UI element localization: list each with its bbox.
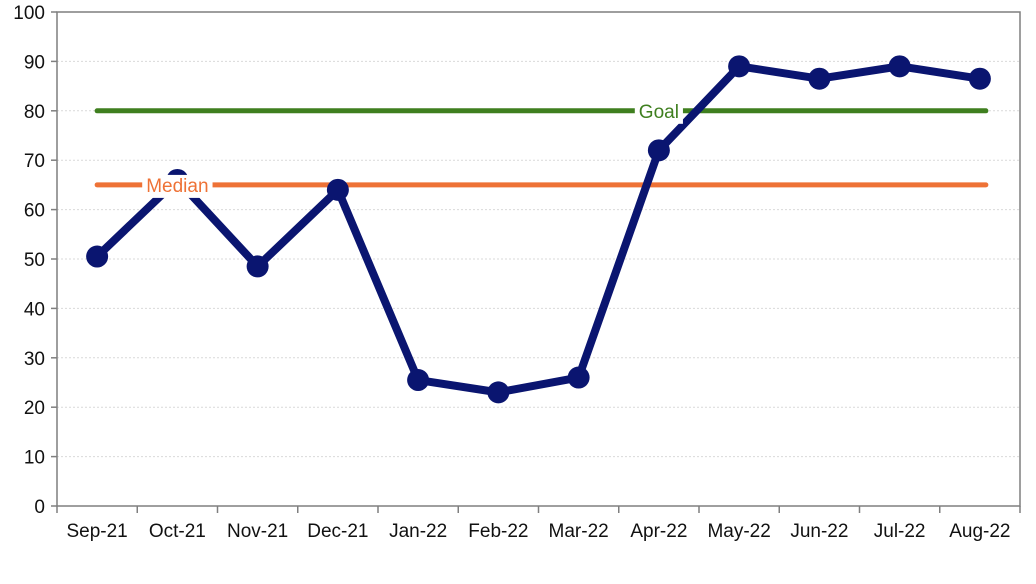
y-tick-label: 60 bbox=[24, 201, 45, 222]
y-tick-label: 40 bbox=[24, 299, 45, 320]
x-tick-label: Dec-21 bbox=[307, 521, 368, 542]
data-point bbox=[487, 381, 510, 404]
x-tick-label: Sep-21 bbox=[66, 521, 127, 542]
x-tick-label: Aug-22 bbox=[949, 521, 1010, 542]
x-tick-label: Jul-22 bbox=[874, 521, 926, 542]
data-point bbox=[808, 67, 831, 90]
data-point bbox=[567, 366, 590, 389]
y-tick-label: 80 bbox=[24, 102, 45, 123]
median-label: Median bbox=[146, 176, 208, 197]
data-point bbox=[647, 139, 670, 162]
x-axis-ticks: Sep-21 Oct-21 Nov-21 Dec-21 Jan-22 Feb-22 Mar-… bbox=[56, 506, 1021, 542]
reference-lines bbox=[94, 108, 989, 188]
goal-label-background bbox=[634, 100, 683, 124]
y-axis-ticks: 0 10 20 30 40 50 60 70 80 90 100 bbox=[13, 3, 57, 518]
median-label-background bbox=[142, 174, 213, 198]
data-point bbox=[407, 369, 430, 392]
x-tick-label: Oct-21 bbox=[149, 521, 206, 542]
x-tick-label: Feb-22 bbox=[468, 521, 528, 542]
y-tick-label: 50 bbox=[24, 250, 45, 271]
x-tick-label: Jan-22 bbox=[389, 521, 447, 542]
data-point bbox=[326, 178, 349, 201]
y-tick-label: 70 bbox=[24, 151, 45, 172]
y-tick-label: 0 bbox=[34, 497, 45, 518]
y-tick-label: 20 bbox=[24, 398, 45, 419]
x-tick-label: May-22 bbox=[707, 521, 770, 542]
y-tick-label: 90 bbox=[24, 52, 45, 73]
x-tick-label: Apr-22 bbox=[630, 521, 687, 542]
data-point bbox=[888, 55, 911, 78]
series-line bbox=[93, 62, 984, 397]
x-tick-label: Mar-22 bbox=[549, 521, 609, 542]
y-tick-label: 10 bbox=[24, 448, 45, 469]
y-tick-label: 100 bbox=[13, 3, 45, 24]
data-point bbox=[86, 245, 109, 268]
y-tick-label: 30 bbox=[24, 349, 45, 370]
data-point bbox=[728, 55, 751, 78]
gridlines bbox=[57, 60, 1020, 458]
x-tick-label: Nov-21 bbox=[227, 521, 288, 542]
data-series: Goal Median bbox=[86, 55, 991, 404]
x-tick-label: Jun-22 bbox=[790, 521, 848, 542]
data-point bbox=[968, 67, 991, 90]
data-point bbox=[246, 255, 269, 278]
goal-label: Goal bbox=[639, 102, 679, 123]
